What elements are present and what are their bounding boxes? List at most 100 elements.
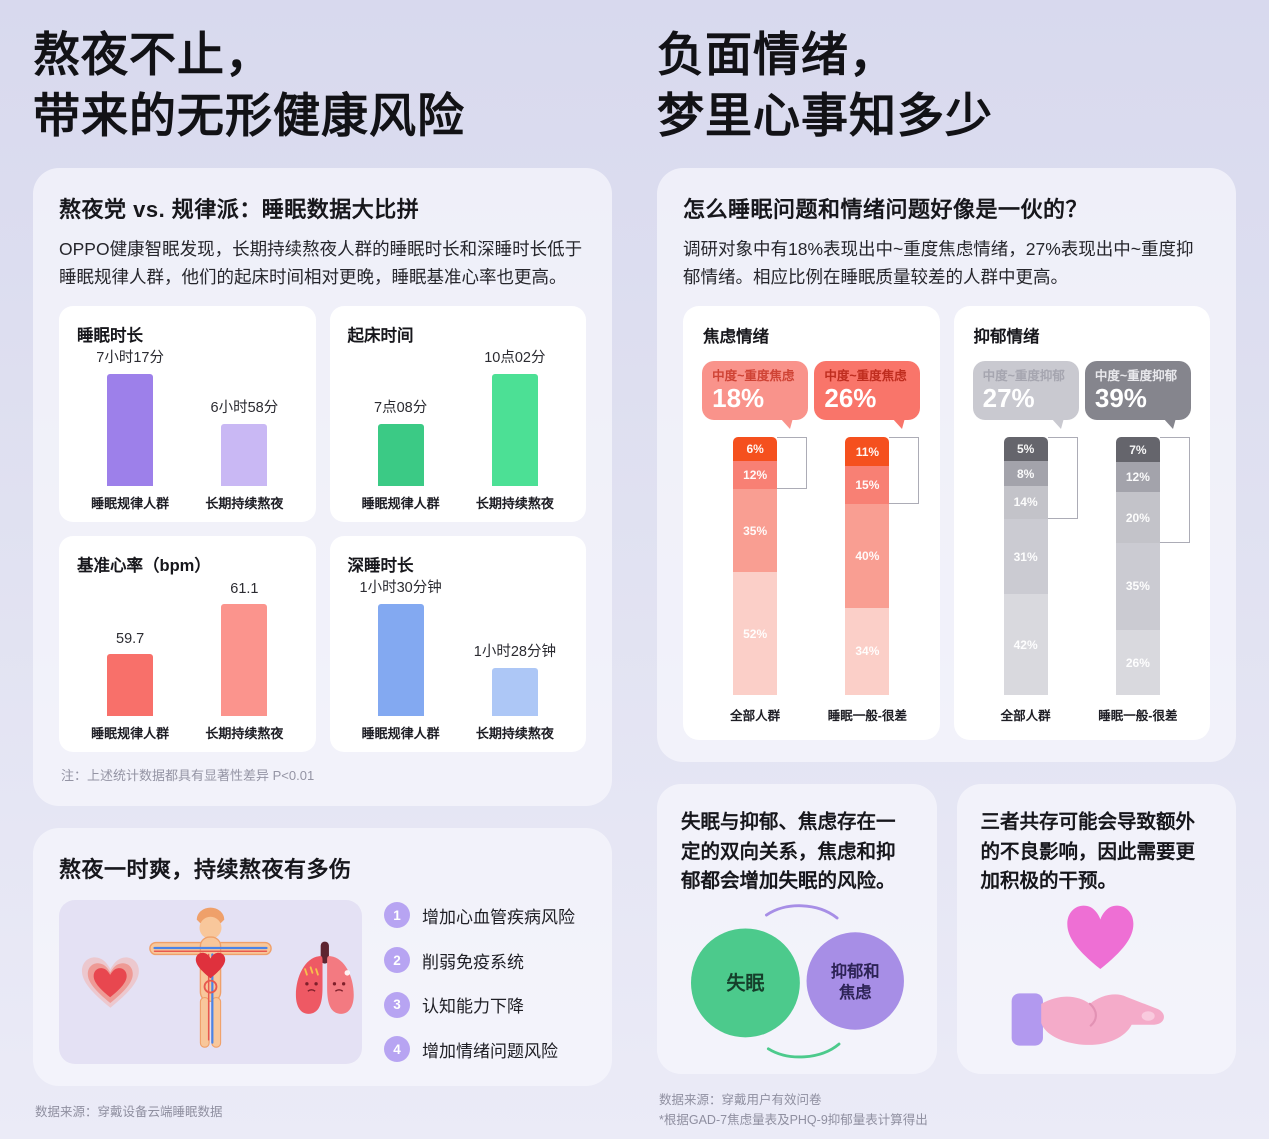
measure-bracket <box>777 437 808 490</box>
sleep-comparison-card: 熬夜党 vs. 规律派：睡眠数据大比拼 OPPO健康智眠发现，长期持续熬夜人群的… <box>33 168 612 807</box>
significance-note: 注：上述统计数据都具有显著性差异 P<0.01 <box>61 768 315 784</box>
category-label: 睡眠一般-很差 <box>827 709 907 724</box>
bar-group: 10点02分 <box>458 346 572 487</box>
chart-title: 深睡时长 <box>347 557 414 576</box>
bar-value-label: 7小时17分 <box>96 350 164 367</box>
bar-segment: 14% <box>1003 485 1048 520</box>
bar-segment: 5% <box>1003 437 1048 462</box>
bar-segment: 7% <box>1115 437 1160 463</box>
callout-bubble: 中度~重度抑郁 39% <box>1084 361 1191 430</box>
callout-label: 中度~重度抑郁 <box>982 369 1065 384</box>
measure-bracket <box>1047 437 1078 520</box>
heart-icon <box>1067 905 1134 970</box>
measure-bracket <box>1159 437 1190 543</box>
bar <box>107 654 154 717</box>
risk-label: 认知能力下降 <box>422 997 524 1017</box>
category-label: 全部人群 <box>730 709 781 724</box>
left-page-title: 熬夜不止， 带来的无形健康风险 <box>33 24 612 146</box>
hand-icon <box>1011 993 1165 1046</box>
bar-value-label: 10点02分 <box>484 350 546 367</box>
risk-item: 3 认知能力下降 <box>384 991 586 1018</box>
depression-anxiety-circle <box>806 932 904 1030</box>
bar-group: 1小时28分钟 <box>458 640 572 717</box>
category-labels: 睡眠规律人群 长期持续熬夜 <box>344 723 573 742</box>
sleep-comparison-body: OPPO健康智眠发现，长期持续熬夜人群的睡眠时长和深睡时长低于睡眠规律人群，他们… <box>59 239 583 287</box>
intervention-card: 三者共存可能会导致额外的不良影响，因此需要更加积极的干预。 <box>956 784 1236 1075</box>
callout-bubble: 中度~重度抑郁 27% <box>972 361 1079 430</box>
category-label: 睡眠规律人群 <box>91 496 170 512</box>
chart-title: 起床时间 <box>347 327 414 346</box>
stacked-bar-groups: 中度~重度抑郁 27% 5% 8% 14% 31% 42% 全部人群 中度~重度抑郁 39% 7% 1… <box>970 361 1195 724</box>
bar-segment: 20% <box>1115 492 1160 543</box>
bar-segment: 35% <box>1115 542 1160 631</box>
callout-bubble: 中度~重度焦虑 26% <box>814 361 921 430</box>
insight-cards-row: 失眠与抑郁、焦虑存在一定的双向关系，焦虑和抑郁都会增加失眠的风险。 失眠 抑郁和… <box>657 784 1236 1075</box>
mini-chart-card: 深睡时长 1小时30分钟 1小时28分钟睡眠规律人群 长期持续熬夜 <box>329 536 586 753</box>
risk-item: 1 增加心血管疾病风险 <box>384 902 586 929</box>
risk-list: 1 增加心血管疾病风险 2 削弱免疫系统 3 认知能力下降 4 增加情绪问题风险 <box>384 900 586 1064</box>
bar <box>221 604 268 717</box>
harm-heading: 熬夜一时爽，持续熬夜有多伤 <box>59 857 352 883</box>
callout-value: 26% <box>824 383 877 414</box>
callout-value: 18% <box>712 383 765 414</box>
measure-bracket <box>889 437 920 505</box>
category-label: 睡眠规律人群 <box>361 496 440 512</box>
bar <box>491 668 538 717</box>
body-illustration <box>59 900 362 1065</box>
harm-content: 1 增加心血管疾病风险 2 削弱免疫系统 3 认知能力下降 4 增加情绪问题风险 <box>59 900 586 1065</box>
bar <box>491 374 538 487</box>
bar-value-label: 7点08分 <box>374 400 428 417</box>
risk-label: 增加心血管疾病风险 <box>422 907 575 927</box>
intervention-text: 三者共存可能会导致额外的不良影响，因此需要更加积极的干预。 <box>980 811 1196 892</box>
bar-group: 1小时30分钟 <box>344 576 458 717</box>
mini-chart-card: 起床时间 7点08分 10点02分睡眠规律人群 长期持续熬夜 <box>329 306 586 523</box>
cycle-arrow-top-icon <box>764 904 839 920</box>
category-label: 长期持续熬夜 <box>205 726 284 742</box>
bar-segment: 31% <box>1003 519 1048 595</box>
cycle-arrow-bottom-icon <box>766 1042 841 1059</box>
bar-segment: 12% <box>733 461 778 490</box>
left-title-line2: 带来的无形健康风险 <box>33 89 465 143</box>
chart-title: 焦虑情绪 <box>703 328 769 347</box>
relation-text: 失眠与抑郁、焦虑存在一定的双向关系，焦虑和抑郁都会增加失眠的风险。 <box>681 811 896 892</box>
bar-value-label: 1小时28分钟 <box>473 644 556 661</box>
left-column: 熬夜不止， 带来的无形健康风险 熬夜党 vs. 规律派：睡眠数据大比拼 OPPO… <box>33 22 612 1139</box>
bar <box>377 424 424 487</box>
mini-chart-grid: 睡眠时长 7小时17分 6小时58分 睡眠规律人群 长期持续熬夜 起床时间 7点08分 10点… <box>59 306 586 753</box>
cycle-diagram-icon: 失眠 抑郁和 焦虑 <box>690 904 904 1059</box>
category-labels: 睡眠规律人群 长期持续熬夜 <box>344 493 573 512</box>
risk-number-badge: 4 <box>384 1036 410 1063</box>
category-labels: 睡眠规律人群 长期持续熬夜 <box>73 493 302 512</box>
risk-item: 4 增加情绪问题风险 <box>384 1036 586 1063</box>
category-label: 长期持续熬夜 <box>475 496 554 512</box>
category-label: 睡眠规律人群 <box>361 726 440 742</box>
mini-chart-card: 睡眠时长 7小时17分 6小时58分 睡眠规律人群 长期持续熬夜 <box>59 306 316 523</box>
chart-plot: 1小时30分钟 1小时28分钟 <box>344 576 573 717</box>
risk-number-badge: 1 <box>384 902 410 929</box>
left-data-source: 数据来源：穿戴设备云端睡眠数据 <box>35 1105 223 1120</box>
stacked-bar: 5% 8% 14% 31% 42% <box>1003 437 1078 696</box>
emotion-panel: 抑郁情绪 中度~重度抑郁 27% 5% 8% 14% 31% 42% 全部人群 中度~重度抑郁 39… <box>953 306 1210 741</box>
stay-up-harm-card: 熬夜一时爽，持续熬夜有多伤 <box>33 828 612 1087</box>
chart-plot: 59.7 61.1 <box>73 578 302 717</box>
emotion-heading: 怎么睡眠问题和情绪问题好像是一伙的？ <box>683 197 1089 223</box>
risk-item: 2 削弱免疫系统 <box>384 947 586 974</box>
right-page-title: 负面情绪， 梦里心事知多少 <box>657 24 1236 146</box>
category-label: 长期持续熬夜 <box>205 496 284 512</box>
bar <box>377 604 424 717</box>
bar-group: 61.1 <box>187 581 301 717</box>
bar-value-label: 61.1 <box>230 581 259 598</box>
chart-title: 基准心率（bpm） <box>77 557 211 576</box>
bidirectional-relation-card: 失眠与抑郁、焦虑存在一定的双向关系，焦虑和抑郁都会增加失眠的风险。 失眠 抑郁和… <box>657 784 937 1075</box>
bar-group: 6小时58分 <box>187 396 301 487</box>
stacked-bar-groups: 中度~重度焦虑 18% 6% 12% 35% 52% 全部人群 中度~重度焦虑 26% 11% 15… <box>699 361 924 724</box>
bar-segment: 35% <box>733 489 778 573</box>
chart-plot: 7小时17分 6小时58分 <box>73 348 302 487</box>
category-label: 全部人群 <box>1000 709 1051 724</box>
bar-group: 7点08分 <box>344 396 458 487</box>
stacked-bar-group: 中度~重度抑郁 39% 7% 12% 20% 35% 26% 睡眠一般-很差 <box>1082 361 1194 724</box>
heart-in-hand-icon <box>1011 905 1165 1046</box>
stacked-bar: 6% 12% 35% 52% <box>733 437 808 696</box>
intervention-illustration <box>981 896 1213 1056</box>
bar-segment: 52% <box>733 572 778 696</box>
